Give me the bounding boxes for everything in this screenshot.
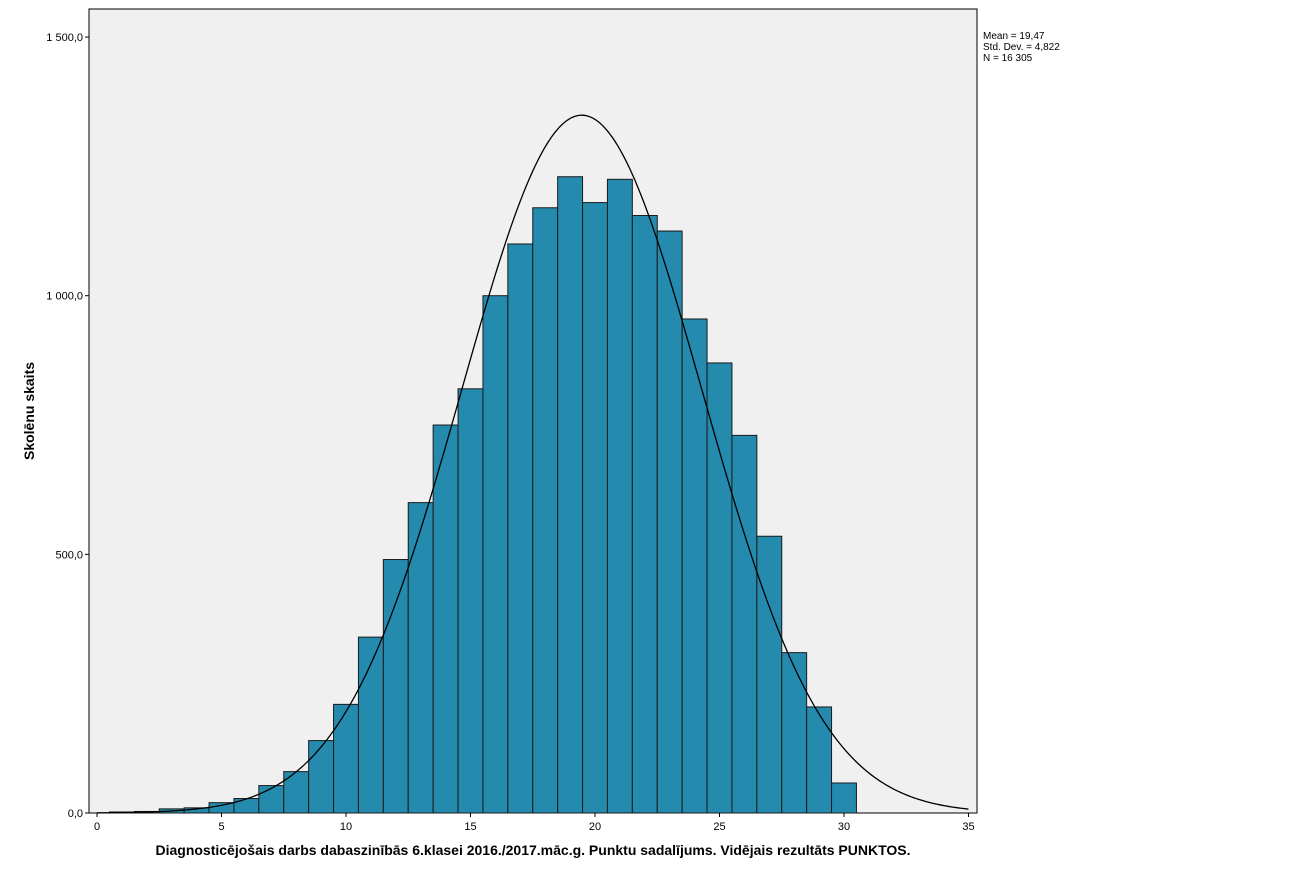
stats-box: Mean = 19,47 Std. Dev. = 4,822 N = 16 30… (983, 31, 1060, 64)
x-tick-label: 30 (838, 821, 850, 833)
histogram-bar (208, 802, 235, 814)
y-tick-label: 1 500,0 (46, 32, 83, 44)
y-tick-label: 1 000,0 (46, 291, 83, 303)
y-axis-title: Skolēnu skaits (21, 362, 37, 460)
histogram-bar (233, 798, 260, 814)
histogram-bar (631, 215, 658, 814)
histogram-bar (407, 502, 434, 814)
x-tick-label: 20 (589, 821, 601, 833)
x-tick-label: 15 (464, 821, 476, 833)
histogram-bar (806, 706, 833, 814)
x-axis-ticks: 0 5 10 15 20 25 30 35 (94, 813, 975, 833)
histogram-bar (557, 176, 584, 814)
histogram-bar (831, 782, 857, 814)
stat-n: N = 16 305 (983, 53, 1033, 64)
y-axis-ticks: 0,0 500,0 1 000,0 1 500,0 (46, 32, 89, 820)
histogram-bar (507, 243, 534, 814)
histogram-bar (432, 424, 459, 814)
histogram-bar (731, 434, 758, 814)
histogram-bar (532, 207, 559, 814)
histogram-bar (308, 740, 335, 814)
x-tick-label: 10 (340, 821, 352, 833)
stat-mean: Mean = 19,47 (983, 31, 1045, 42)
histogram-bar (756, 535, 783, 814)
histogram-bar (482, 295, 509, 814)
y-tick-label: 500,0 (55, 549, 83, 561)
histogram-bar (582, 202, 608, 814)
x-tick-label: 0 (94, 821, 100, 833)
x-tick-label: 35 (962, 821, 974, 833)
histogram-bar (457, 388, 484, 814)
histogram-bar (333, 703, 359, 814)
histogram-bar (258, 785, 285, 814)
histogram-bar (781, 652, 808, 814)
y-tick-label: 0,0 (68, 808, 83, 820)
normal-curve (96, 114, 969, 814)
histogram-bar (656, 230, 683, 814)
histogram-bar (382, 559, 409, 814)
x-axis-title: Diagnosticējošais darbs dabaszinībās 6.k… (155, 842, 910, 858)
histogram-bar (706, 362, 733, 814)
bars-group (108, 176, 857, 814)
x-tick-label: 5 (218, 821, 224, 833)
histogram-bar (681, 318, 708, 814)
x-tick-label: 25 (713, 821, 725, 833)
stat-std-dev: Std. Dev. = 4,822 (983, 42, 1060, 53)
histogram-bar (606, 178, 633, 814)
